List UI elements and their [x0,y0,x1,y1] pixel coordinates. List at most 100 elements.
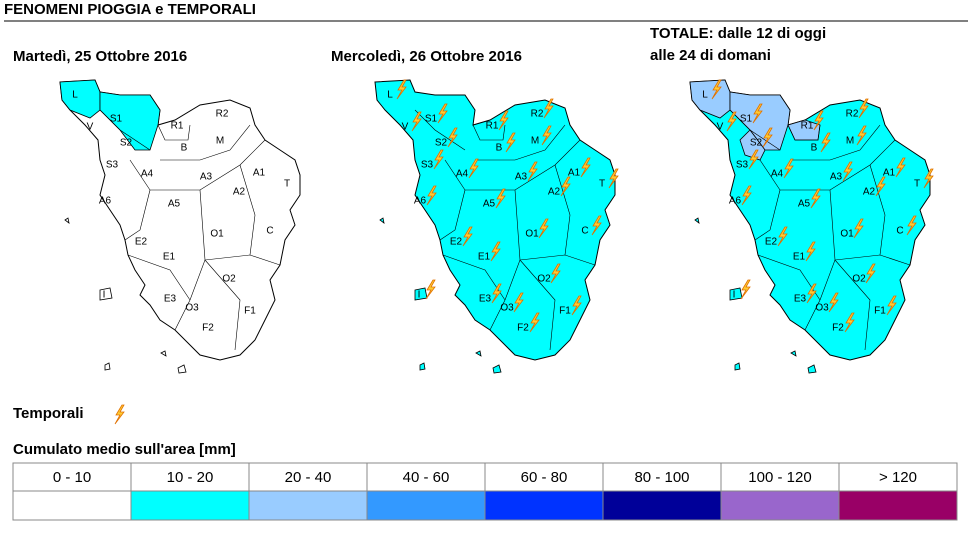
storm-icon [895,157,906,178]
zone-border [787,124,821,141]
zone-label: T [284,179,290,190]
zone-label: F2 [517,323,529,334]
zone-label: E3 [479,294,492,305]
island [734,362,741,371]
zone-label: A3 [200,172,213,183]
zone-label: A3 [515,172,528,183]
legend-cell [366,462,486,492]
legend-label: 40 - 60 [403,469,450,486]
zone-border [174,189,206,331]
zone-label: S1 [425,114,438,125]
zone-label: O2 [537,274,551,285]
island [807,364,817,374]
zone-label: O2 [222,274,236,285]
zone-label: E3 [164,294,177,305]
zone-label: F1 [874,306,886,317]
island [160,350,167,357]
storm-icon [783,158,794,179]
storm-icon [762,127,773,148]
legend-swatch [484,490,604,521]
zone-border [439,159,466,241]
zone-label: A2 [863,187,876,198]
zone-border [780,139,896,191]
region-outline [59,79,301,361]
legend-cell [12,462,132,492]
legend-swatch [130,490,250,521]
legend-label: 60 - 80 [521,469,568,486]
storm-icon [468,158,479,179]
zone-label: O3 [500,303,514,314]
storm-icon [711,79,722,100]
zone-label: L [702,90,708,101]
legend-swatch [720,490,840,521]
storm-icon [560,176,571,197]
storm-icon [856,125,867,146]
island [379,217,385,224]
zone-label: E1 [163,252,176,263]
zone-label: C [896,226,903,237]
storm-icon [805,241,816,262]
storm-icon [425,279,436,300]
zone-label: A6 [729,196,742,207]
storm-icon [726,111,737,132]
zone-label: F1 [559,306,571,317]
map-title: Mercoledì, 26 Ottobre 2016 [331,48,522,65]
zone-border [157,124,191,141]
legend-swatch [838,490,958,521]
zone-border [834,259,871,351]
island [694,217,700,224]
storm-icon [550,263,561,284]
zone-label: A2 [233,187,246,198]
zone-label: S1 [740,114,753,125]
storm-icon [853,218,864,239]
zone-label: A4 [141,169,154,180]
zone-label: R1 [486,121,499,132]
storm-icon [426,185,437,206]
zone-border [160,124,251,161]
zone-label: C [581,226,588,237]
storm-icon [538,218,549,239]
zone-label: I [418,290,421,301]
zone-label: B [181,143,188,154]
zone-border [127,254,191,301]
island [99,287,113,301]
zone-border [465,139,581,191]
zone-label: F2 [832,323,844,334]
zone-label: E1 [793,252,806,263]
zone-label: T [914,179,920,190]
zone-border [204,259,241,351]
zone-label: I [103,290,106,301]
storm-icon [114,404,125,425]
storm-icon [740,279,751,300]
zone-label: E2 [135,237,148,248]
map-title: alle 24 di domani [650,47,771,64]
legend-label: 80 - 100 [634,469,689,486]
storm-icon [529,312,540,333]
zone-label: B [496,143,503,154]
storm-icon [491,283,502,304]
legend-label: 0 - 10 [53,469,91,486]
legend-cell [602,462,722,492]
zone-label: O1 [840,229,854,240]
zone-label: A5 [483,199,496,210]
zone-label: A6 [414,196,427,207]
zone-label: S3 [736,160,749,171]
legend-cell [484,462,604,492]
storm-icon [591,215,602,236]
storm-icon [886,295,897,316]
zone-border [519,259,556,351]
zone-label: O3 [815,303,829,314]
storm-icon [906,215,917,236]
zone-border [754,159,781,241]
storm-icon [505,132,516,153]
zone-label: A4 [771,169,784,180]
zone-label: O1 [525,229,539,240]
zone-border [804,189,836,331]
zone-label: A4 [456,169,469,180]
island [177,364,187,374]
storm-icon [571,295,582,316]
storm-icon [513,292,524,313]
